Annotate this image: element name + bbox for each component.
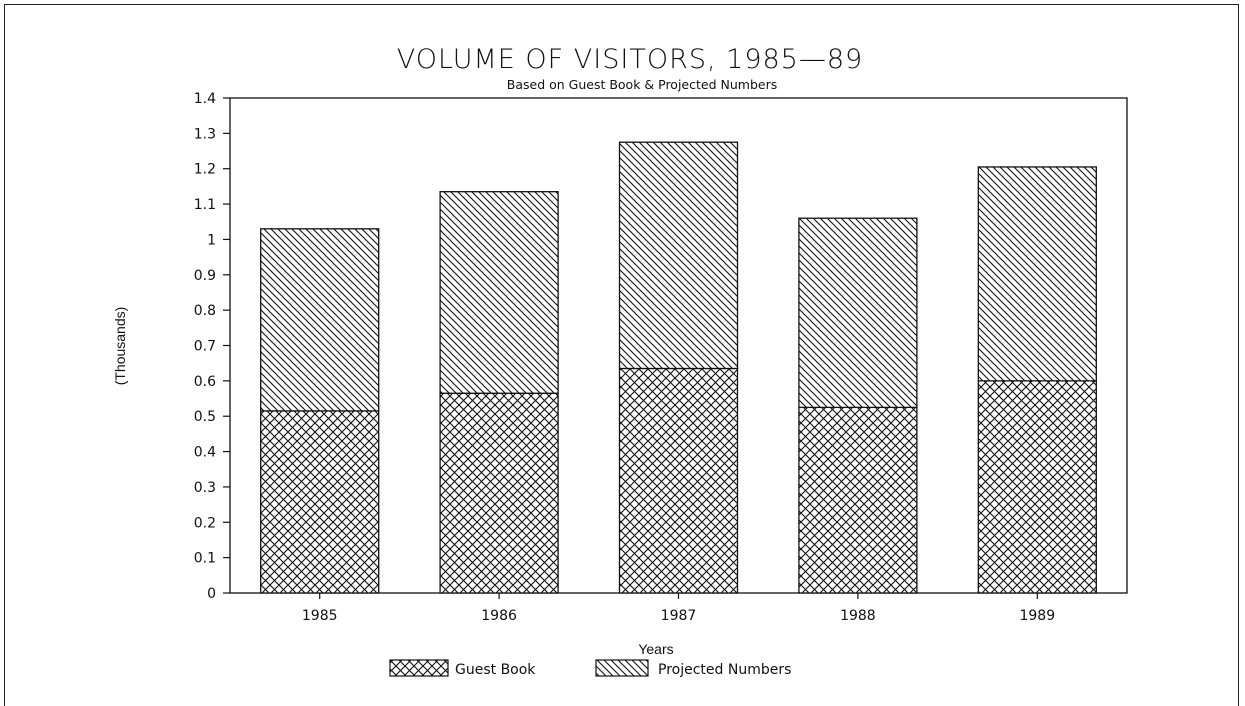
bar-projected-numbers-1989 [977, 166, 1097, 382]
x-tick-label-1985: 1985 [302, 608, 338, 624]
bar-guest-book-1986 [439, 392, 559, 594]
y-tick-label: 1.2 [194, 162, 216, 178]
plot-area: 0 0.1 0.2 0.3 0.4 0.5 0.6 0.7 0.8 0.9 1 1.1 1.2 1.3 1.… [194, 91, 1128, 624]
x-tick-label-1988: 1988 [840, 608, 876, 624]
bar-projected-numbers-1987 [618, 141, 739, 370]
x-tick-label-1989: 1989 [1019, 608, 1055, 624]
y-tick-label: 1.4 [194, 91, 216, 107]
chart-subtitle: Based on Guest Book & Projected Numbers [507, 77, 777, 92]
legend-label-guest-book: Guest Book [455, 662, 536, 678]
y-tick-label: 0.5 [194, 409, 216, 425]
bar-guest-book-1989 [977, 380, 1097, 594]
y-tick-label: 0.1 [194, 551, 216, 567]
bar-projected-numbers-1985 [260, 228, 380, 412]
x-tick-label-1986: 1986 [481, 608, 517, 624]
y-tick-label: 0.6 [194, 374, 216, 390]
legend-label-projected-numbers: Projected Numbers [658, 662, 791, 678]
y-tick-label: 1.3 [194, 126, 216, 142]
bar-projected-numbers-1988 [798, 217, 918, 409]
legend-swatch-guest-book [389, 659, 449, 677]
bar-guest-book-1988 [798, 406, 918, 594]
x-tick-label-1987: 1987 [661, 608, 697, 624]
y-tick-label: 0.9 [194, 268, 216, 284]
legend: Guest Book Projected Numbers [389, 659, 791, 678]
y-tick-label: 0.2 [194, 515, 216, 531]
y-tick-label: 0 [207, 586, 216, 602]
y-tick-label: 1.1 [194, 197, 216, 213]
y-tick-label: 0.7 [194, 339, 216, 355]
y-tick-label: 1 [207, 232, 216, 248]
y-axis-label: (Thousands) [112, 307, 128, 386]
y-tick-label: 0.8 [194, 303, 216, 319]
chart-title: VOLUME OF VISITORS, 1985—89 [397, 44, 863, 75]
y-tick-label: 0.4 [194, 445, 216, 461]
chart-frame [4, 4, 1239, 706]
x-axis-label: Years [638, 641, 673, 657]
bar-projected-numbers-1986 [439, 191, 559, 394]
bar-guest-book-1985 [260, 410, 380, 594]
legend-swatch-projected-numbers [595, 659, 649, 677]
y-tick-label: 0.3 [194, 480, 216, 496]
bar-guest-book-1987 [618, 367, 739, 594]
